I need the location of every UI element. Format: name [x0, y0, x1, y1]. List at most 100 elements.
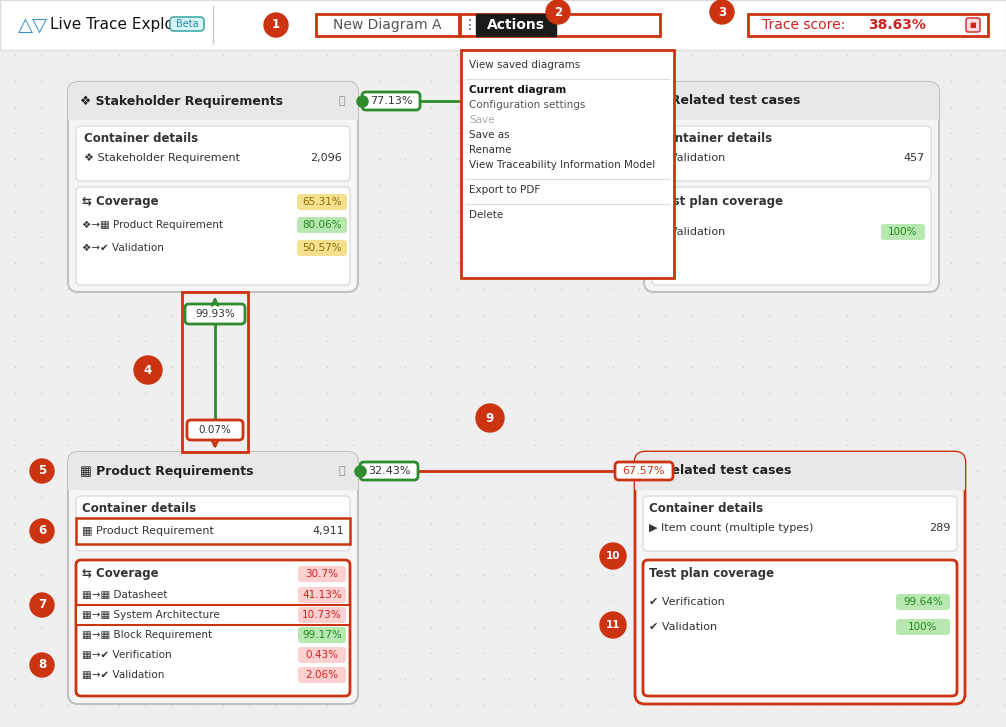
- FancyBboxPatch shape: [68, 452, 358, 490]
- Text: ⋮: ⋮: [463, 18, 477, 32]
- Text: 99.64%: 99.64%: [903, 597, 943, 607]
- Text: ▦ Product Requirement: ▦ Product Requirement: [82, 526, 214, 536]
- Bar: [748, 14, 988, 36]
- Text: 3: 3: [718, 6, 726, 18]
- Text: Container details: Container details: [649, 502, 764, 515]
- FancyBboxPatch shape: [297, 240, 347, 256]
- Text: ▦ Product Requirements: ▦ Product Requirements: [80, 465, 254, 478]
- Text: 0.07%: 0.07%: [198, 425, 231, 435]
- FancyBboxPatch shape: [881, 224, 925, 240]
- Text: 99.93%: 99.93%: [195, 309, 234, 319]
- Text: 11: 11: [606, 620, 621, 630]
- FancyBboxPatch shape: [635, 452, 965, 490]
- Text: ❖→▦ Product Requirement: ❖→▦ Product Requirement: [82, 220, 223, 230]
- Text: ▶ Validation: ▶ Validation: [658, 227, 725, 237]
- Text: 1: 1: [272, 18, 280, 31]
- Text: ⇆ Coverage: ⇆ Coverage: [82, 196, 159, 209]
- Text: Test plan coverage: Test plan coverage: [658, 196, 783, 209]
- Text: ▶ Validation: ▶ Validation: [658, 153, 725, 163]
- Text: 41.13%: 41.13%: [302, 590, 342, 600]
- Bar: [644, 102, 939, 120]
- FancyBboxPatch shape: [298, 647, 346, 663]
- FancyBboxPatch shape: [652, 126, 931, 181]
- FancyBboxPatch shape: [297, 217, 347, 233]
- Text: New Diagram A: New Diagram A: [333, 18, 442, 32]
- Text: 50.57%: 50.57%: [302, 243, 342, 253]
- FancyBboxPatch shape: [643, 496, 957, 551]
- FancyBboxPatch shape: [298, 587, 346, 603]
- Bar: [635, 472, 965, 490]
- Text: 289: 289: [930, 523, 951, 533]
- FancyBboxPatch shape: [615, 462, 673, 480]
- Text: ▦→✔ Validation: ▦→✔ Validation: [82, 670, 164, 680]
- FancyBboxPatch shape: [298, 607, 346, 623]
- Text: △▽: △▽: [18, 15, 48, 34]
- Bar: [316, 14, 459, 36]
- Text: Container details: Container details: [83, 132, 198, 145]
- Bar: [461, 50, 674, 278]
- Text: ✔ Validation: ✔ Validation: [649, 622, 717, 632]
- Text: 2: 2: [554, 6, 562, 18]
- FancyBboxPatch shape: [298, 667, 346, 683]
- Text: 77.13%: 77.13%: [370, 96, 412, 106]
- Text: Delete: Delete: [469, 210, 503, 220]
- Text: ✔ Verification: ✔ Verification: [649, 597, 724, 607]
- Text: 7: 7: [38, 598, 46, 611]
- Text: ⬜: ⬜: [339, 466, 345, 476]
- Text: Actions: Actions: [487, 18, 545, 32]
- Text: ⇆ Coverage: ⇆ Coverage: [82, 568, 159, 580]
- Text: ▦→✔ Verification: ▦→✔ Verification: [82, 650, 172, 660]
- Text: Container details: Container details: [82, 502, 196, 515]
- Text: Save as: Save as: [469, 130, 510, 140]
- Circle shape: [30, 519, 54, 543]
- Text: ✔ Related test cases: ✔ Related test cases: [647, 465, 792, 478]
- Circle shape: [600, 543, 626, 569]
- Circle shape: [476, 404, 504, 432]
- Text: 4,911: 4,911: [312, 526, 344, 536]
- Text: ✔ Related test cases: ✔ Related test cases: [656, 95, 801, 108]
- Circle shape: [546, 0, 570, 24]
- Text: ■: ■: [970, 22, 976, 28]
- Text: 100%: 100%: [908, 622, 938, 632]
- FancyBboxPatch shape: [652, 187, 931, 285]
- Text: 38.63%: 38.63%: [868, 18, 926, 32]
- Text: 5: 5: [38, 465, 46, 478]
- Circle shape: [30, 593, 54, 617]
- Text: 32.43%: 32.43%: [368, 466, 410, 476]
- FancyBboxPatch shape: [76, 560, 350, 696]
- FancyBboxPatch shape: [76, 187, 350, 285]
- FancyBboxPatch shape: [896, 619, 950, 635]
- Circle shape: [134, 356, 162, 384]
- FancyBboxPatch shape: [298, 627, 346, 643]
- Bar: [68, 472, 358, 490]
- Circle shape: [600, 612, 626, 638]
- Circle shape: [30, 459, 54, 483]
- FancyBboxPatch shape: [68, 452, 358, 704]
- Bar: [68, 102, 358, 120]
- Text: 30.7%: 30.7%: [306, 569, 338, 579]
- FancyBboxPatch shape: [185, 304, 245, 324]
- FancyBboxPatch shape: [362, 92, 420, 110]
- FancyBboxPatch shape: [68, 82, 358, 120]
- Text: 65.31%: 65.31%: [302, 197, 342, 207]
- Text: 80.06%: 80.06%: [302, 220, 342, 230]
- Text: Test plan coverage: Test plan coverage: [649, 568, 775, 580]
- Text: ▦→▦ System Architecture: ▦→▦ System Architecture: [82, 610, 219, 620]
- Text: Live Trace Explorer: Live Trace Explorer: [50, 17, 196, 33]
- Circle shape: [264, 13, 288, 37]
- Text: Beta: Beta: [176, 19, 198, 29]
- FancyBboxPatch shape: [68, 82, 358, 292]
- FancyBboxPatch shape: [644, 82, 939, 292]
- FancyBboxPatch shape: [966, 18, 980, 32]
- Text: 6: 6: [38, 524, 46, 537]
- Text: 8: 8: [38, 659, 46, 672]
- Text: Trace score:: Trace score:: [762, 18, 845, 32]
- Text: ▶ Item count (multiple types): ▶ Item count (multiple types): [649, 523, 814, 533]
- Text: 100%: 100%: [888, 227, 917, 237]
- Circle shape: [30, 653, 54, 677]
- Circle shape: [710, 0, 734, 24]
- Bar: [182, 292, 248, 452]
- Text: ▦→▦ Block Requirement: ▦→▦ Block Requirement: [82, 630, 212, 640]
- Text: Configuration settings: Configuration settings: [469, 100, 585, 110]
- Text: ⬜: ⬜: [339, 96, 345, 106]
